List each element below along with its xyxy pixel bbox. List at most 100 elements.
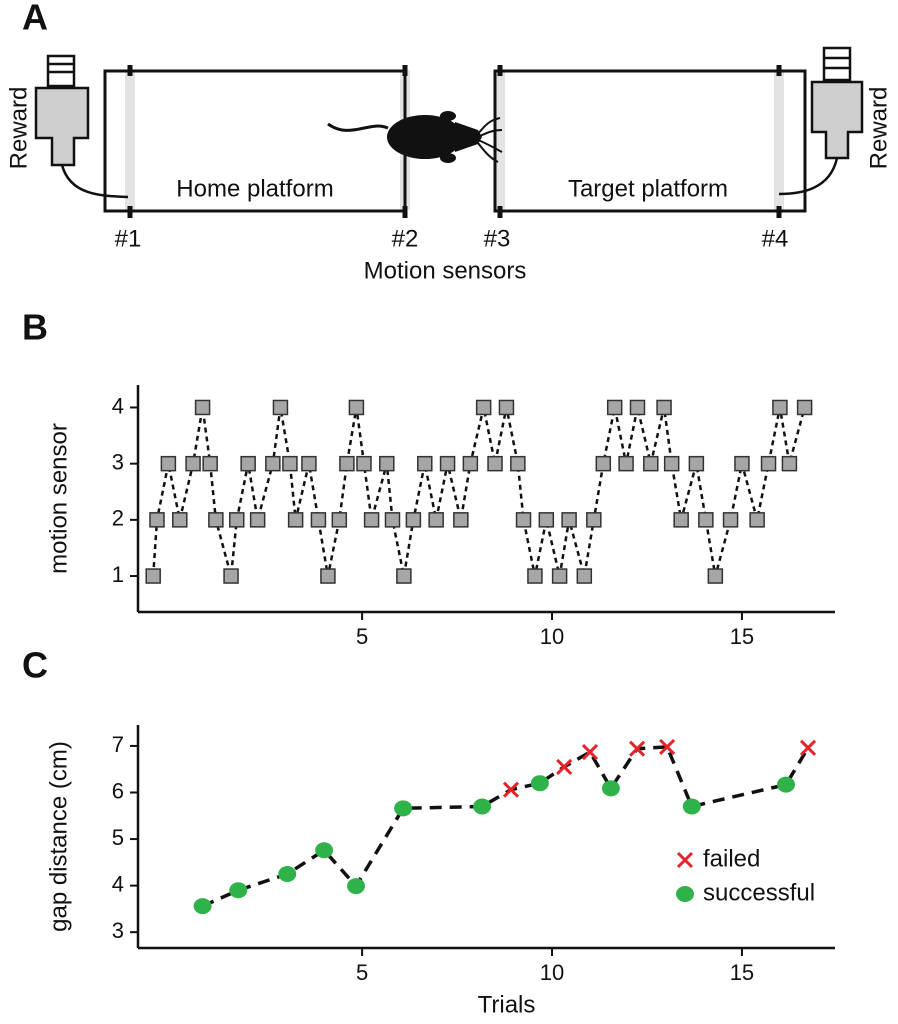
legend-label: failed — [703, 845, 760, 872]
point — [656, 399, 672, 416]
point — [595, 455, 612, 472]
point — [193, 898, 212, 915]
point — [527, 568, 543, 584]
legend-marker — [676, 851, 694, 869]
point — [749, 512, 765, 528]
point — [356, 455, 372, 472]
point — [515, 512, 532, 528]
sensor-beam — [774, 70, 784, 210]
point — [194, 399, 211, 416]
marker-stroke — [629, 740, 646, 757]
point — [618, 455, 634, 472]
reward-label: Reward — [5, 87, 32, 170]
y-tick-label: 1 — [112, 562, 124, 587]
marker-stroke — [799, 739, 817, 756]
point — [282, 455, 298, 472]
sensor-trace — [151, 407, 806, 577]
failed-marker — [556, 758, 573, 775]
sensors-caption: Motion sensors — [364, 257, 527, 284]
point — [772, 399, 788, 416]
point — [347, 878, 366, 895]
failed-marker — [502, 781, 520, 798]
point — [498, 399, 515, 416]
reward-dispenser — [34, 54, 129, 199]
x-tick-label: 10 — [540, 624, 564, 649]
sensor-label: #1 — [115, 225, 142, 252]
point — [265, 455, 281, 472]
x-tick-label: 5 — [356, 624, 368, 649]
point — [462, 455, 479, 472]
sensor-label: #2 — [392, 225, 419, 252]
sensor-label: #4 — [762, 225, 789, 252]
y-tick-label: 2 — [112, 506, 124, 531]
point — [149, 512, 165, 528]
y-tick-label: 5 — [112, 825, 124, 850]
point — [606, 399, 623, 416]
point — [208, 512, 224, 528]
target-platform — [493, 69, 807, 213]
point — [240, 455, 256, 472]
reward-dispenser — [778, 46, 864, 196]
point — [229, 882, 248, 899]
point — [673, 512, 689, 528]
point — [185, 455, 201, 472]
point — [510, 455, 526, 472]
y-axis-label: gap distance (cm) — [45, 741, 72, 932]
point — [278, 865, 297, 882]
point — [698, 512, 714, 528]
point — [172, 512, 188, 528]
y-tick-label: 3 — [112, 918, 124, 943]
point — [538, 512, 555, 528]
point — [530, 775, 549, 792]
point — [682, 798, 701, 815]
point — [249, 512, 266, 528]
point — [339, 455, 355, 472]
reward-label: Reward — [865, 87, 892, 170]
marker-stroke — [676, 851, 694, 869]
x-tick-label: 15 — [730, 624, 754, 649]
point — [475, 399, 492, 416]
point — [301, 455, 317, 472]
point — [272, 399, 289, 416]
sensor-beam — [495, 70, 505, 210]
point — [229, 512, 245, 528]
x-tick-label: 10 — [540, 960, 564, 985]
setup-diagram: A — [5, 0, 892, 284]
panel-letter: B — [22, 307, 48, 348]
marker-stroke — [502, 781, 520, 798]
y-axis-label: motion sensor — [45, 423, 72, 574]
y-tick-label: 3 — [112, 449, 124, 474]
x-axis-label: Trials — [478, 991, 536, 1018]
point — [287, 512, 304, 528]
point — [586, 512, 602, 528]
point — [760, 455, 777, 472]
point — [417, 455, 433, 472]
point — [394, 800, 413, 817]
point — [310, 512, 327, 528]
y-tick-label: 7 — [112, 732, 124, 757]
point — [223, 568, 239, 584]
point — [688, 455, 705, 472]
point — [315, 842, 334, 859]
marker-stroke — [556, 758, 573, 775]
y-tick-label: 4 — [112, 393, 124, 418]
point — [379, 455, 395, 472]
point — [363, 512, 380, 528]
point — [428, 512, 444, 528]
legend-label: successful — [703, 879, 815, 906]
point — [439, 455, 456, 472]
chart-panel: C 3 4 5 6 7 5 10 15 gap distance (cm) Trials failed… — [22, 645, 835, 1018]
chart-panel: B 1 2 3 4 5 10 15 motion sensor — [22, 307, 835, 649]
x-tick-label: 15 — [730, 960, 754, 985]
point — [734, 455, 750, 472]
point — [663, 455, 680, 472]
point — [405, 512, 422, 528]
failed-marker — [659, 738, 676, 755]
failed-marker — [799, 739, 817, 756]
point — [453, 512, 469, 528]
marker-stroke — [659, 738, 676, 755]
point — [348, 399, 365, 416]
point — [487, 455, 503, 472]
sensor-label: #3 — [484, 225, 511, 252]
